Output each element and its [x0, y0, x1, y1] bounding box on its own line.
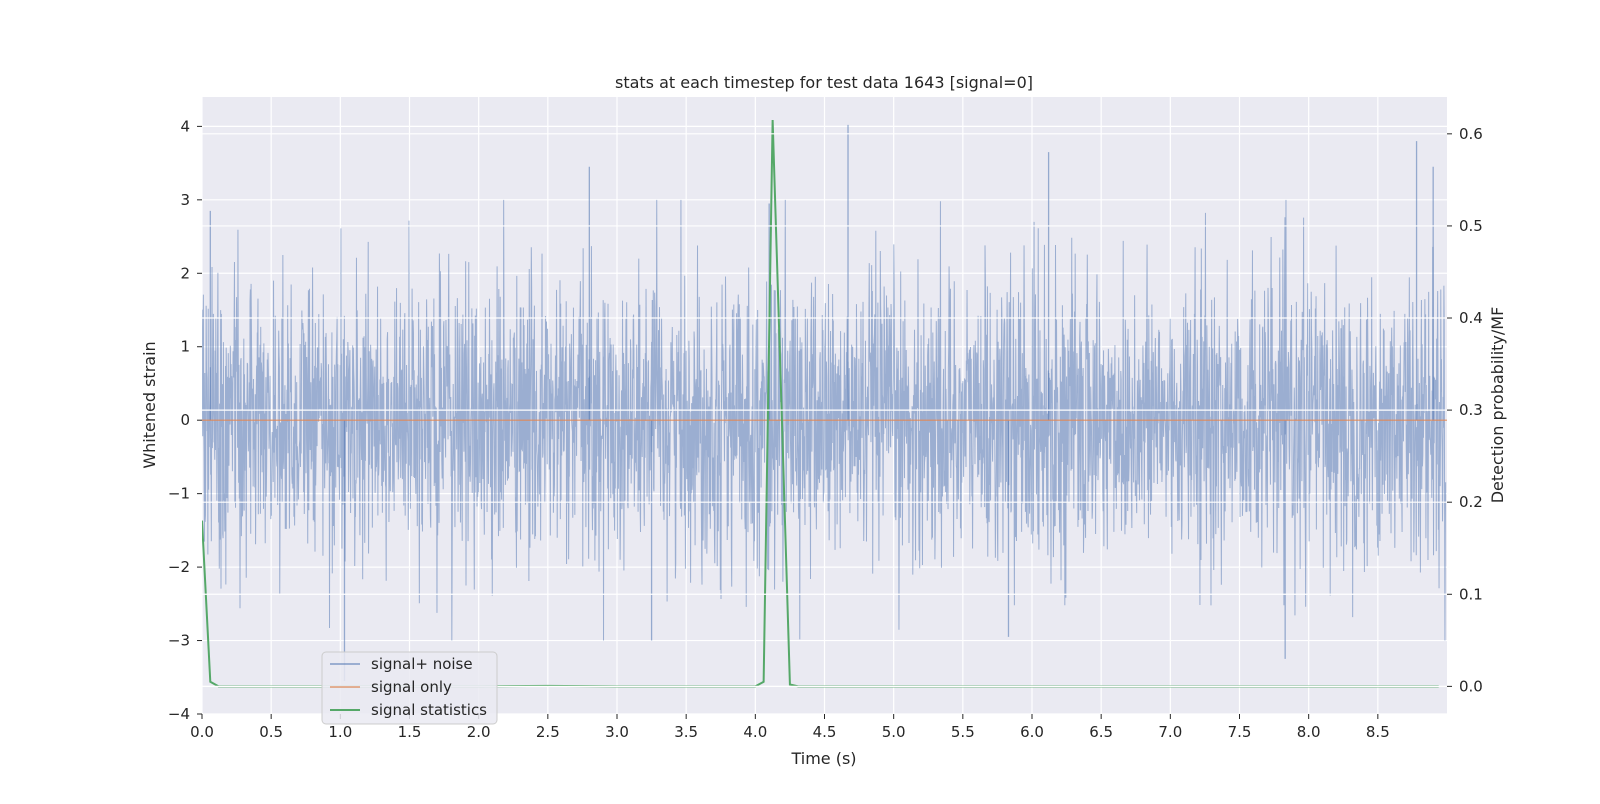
x-tick-label: 6.5 [1089, 723, 1113, 741]
signal-noise-line [202, 199, 1447, 641]
x-tick-label: 6.0 [1020, 723, 1044, 741]
y-left-tick-label: 2 [180, 264, 190, 282]
y-right-axis-label: Detection probability/MF [1488, 307, 1507, 504]
legend-label-signal-noise: signal+ noise [371, 655, 473, 673]
legend-box [321, 651, 498, 725]
y-right-tick-label: 0.5 [1459, 217, 1483, 235]
legend-label-signal-only: signal only [371, 678, 452, 696]
x-tick-label: 8.5 [1366, 723, 1390, 741]
y-left-tick-label: −2 [168, 558, 190, 576]
y-left-axis-label: Whitened strain [140, 341, 159, 468]
legend-label-signal-statistics: signal statistics [371, 701, 487, 719]
y-left-tick-label: 0 [180, 411, 190, 429]
chart-title: stats at each timestep for test data 164… [615, 73, 1033, 92]
x-tick-label: 1.0 [328, 723, 352, 741]
y-right-axis-ticks: 0.0 0.1 0.2 0.3 0.4 0.5 0.6 [1447, 125, 1483, 695]
x-tick-label: 7.5 [1228, 723, 1252, 741]
y-left-tick-label: −1 [168, 485, 190, 503]
x-tick-label: 4.5 [813, 723, 837, 741]
x-tick-label: 3.0 [605, 723, 629, 741]
x-tick-label: 8.0 [1297, 723, 1321, 741]
y-right-tick-label: 0.3 [1459, 401, 1483, 419]
y-right-tick-label: 0.2 [1459, 493, 1483, 511]
x-tick-label: 4.0 [743, 723, 767, 741]
y-left-tick-label: −3 [168, 632, 190, 650]
y-right-tick-label: 0.0 [1459, 677, 1483, 695]
x-tick-label: 5.0 [882, 723, 906, 741]
legend: signal+ noise signal only signal statist… [321, 651, 498, 725]
x-tick-label: 5.5 [951, 723, 975, 741]
x-axis-label: Time (s) [790, 749, 856, 768]
x-tick-label: 0.5 [259, 723, 283, 741]
x-tick-label: 1.5 [398, 723, 422, 741]
x-axis-ticks: 0.0 0.5 1.0 1.5 2.0 2.5 3.0 3.5 4.0 4.5 5.0 5.5 6.0 6… [190, 714, 1390, 741]
y-right-tick-label: 0.6 [1459, 125, 1483, 143]
y-right-tick-label: 0.1 [1459, 585, 1483, 603]
right-axis-grid [202, 133, 1447, 687]
signal-noise-series [202, 124, 1447, 681]
x-tick-label: 2.0 [467, 723, 491, 741]
x-tick-label: 3.5 [674, 723, 698, 741]
y-left-tick-label: 1 [180, 338, 190, 356]
x-tick-label: 0.0 [190, 723, 214, 741]
y-left-tick-label: −4 [168, 705, 190, 723]
x-tick-label: 7.0 [1158, 723, 1182, 741]
plot-area [202, 119, 1447, 688]
y-right-tick-label: 0.4 [1459, 309, 1483, 327]
x-tick-label: 2.5 [536, 723, 560, 741]
y-left-axis-ticks: −4 −3 −2 −1 0 1 2 3 4 [168, 117, 202, 723]
y-left-tick-label: 3 [180, 191, 190, 209]
y-left-tick-label: 4 [180, 117, 190, 135]
